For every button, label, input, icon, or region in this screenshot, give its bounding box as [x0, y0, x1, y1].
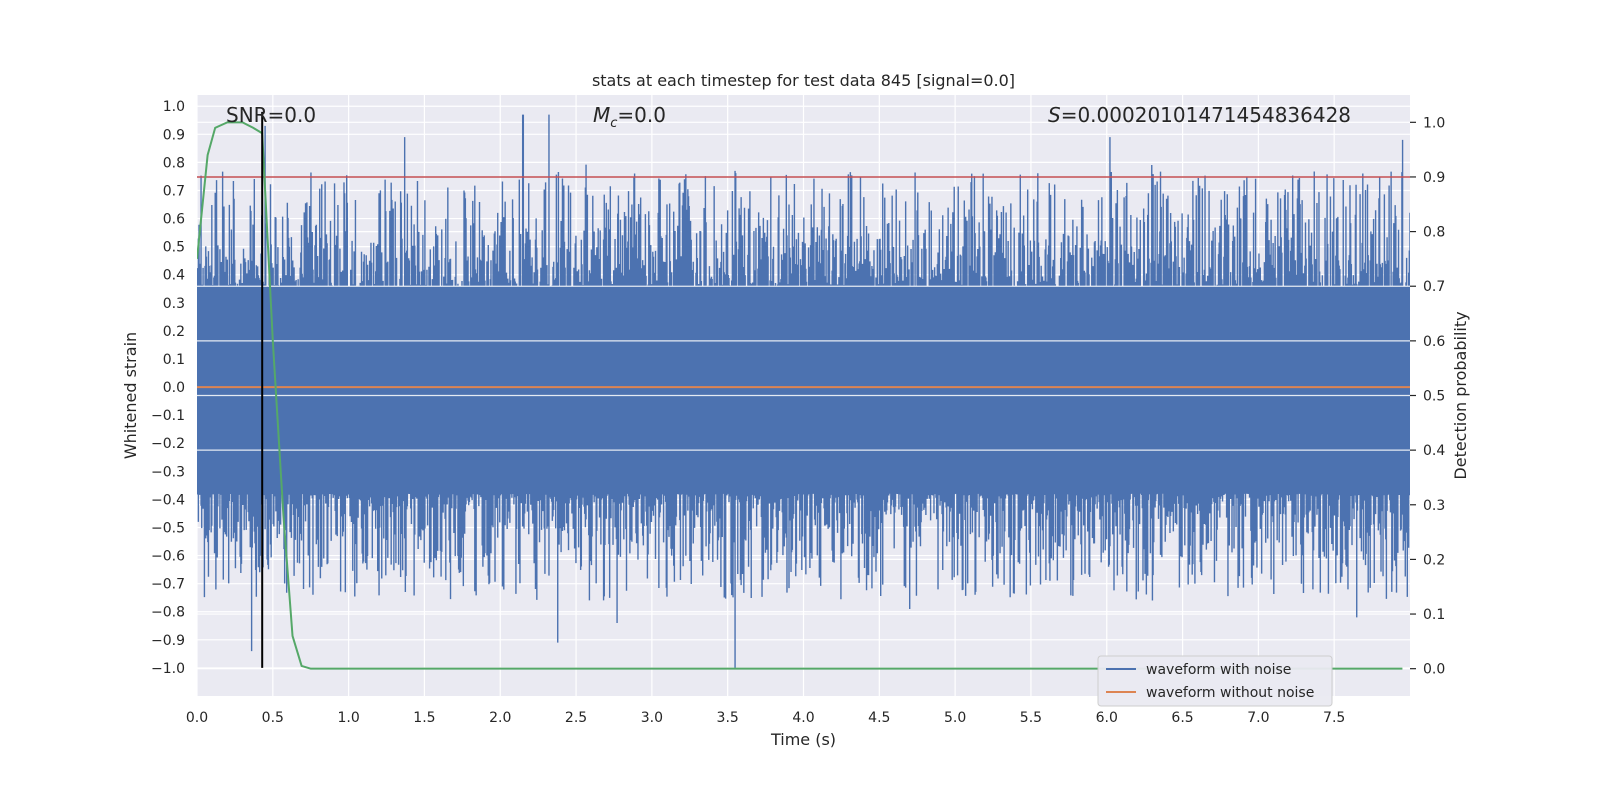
y-left-tick-label: 0.1: [163, 352, 185, 368]
x-tick-label: 6.5: [1171, 710, 1193, 726]
y-right-tick-label: 0.4: [1423, 443, 1445, 459]
y-right-tick-label: 0.2: [1423, 552, 1445, 568]
line-series: [197, 111, 1410, 670]
mc-value: =0.0: [617, 103, 666, 127]
legend-label-waveform-with-noise: waveform with noise: [1146, 662, 1291, 678]
x-tick-label: 5.5: [1020, 710, 1042, 726]
y-right-tick-label: 0.6: [1423, 334, 1445, 350]
y-right-tick-label: 0.8: [1423, 225, 1445, 241]
y-left-tick-label: 0.2: [163, 324, 185, 340]
x-tick-label: 7.0: [1247, 710, 1269, 726]
y-right-tick-label: 0.9: [1423, 170, 1445, 186]
snr-annotation: SNR=0.0: [226, 103, 316, 127]
x-tick-label: 1.5: [413, 710, 435, 726]
x-tick-label: 5.0: [944, 710, 966, 726]
y-left-tick-label: −0.8: [151, 605, 185, 621]
y-right-tick-label: 0.1: [1423, 607, 1445, 623]
y-right-tick-label: 0.3: [1423, 498, 1445, 514]
x-tick-label: 6.0: [1096, 710, 1118, 726]
x-tick-label: 4.0: [792, 710, 814, 726]
y-left-tick-label: −0.6: [151, 549, 185, 565]
noise-waveform-series: [197, 114, 1410, 668]
detection-probability-line: [197, 121, 1403, 670]
legend-label-waveform-without-noise: waveform without noise: [1146, 685, 1314, 701]
s-statistic-annotation: S=0.00020101471454836428: [1048, 103, 1351, 127]
y-right-tick-label: 1.0: [1423, 115, 1445, 131]
y-left-tick-label: −0.2: [151, 436, 185, 452]
s-symbol: S: [1048, 103, 1061, 127]
y-left-tick-label: 0.0: [163, 380, 185, 396]
noise-waveform-core: [197, 285, 1410, 491]
y-left-tick-label: 0.6: [163, 212, 185, 228]
plot-area: [197, 111, 1410, 670]
y-left-tick-label: 0.5: [163, 240, 185, 256]
y-right-tick-label: 0.0: [1423, 662, 1445, 678]
y-left-tick-label: 0.7: [163, 183, 185, 199]
y-left-tick-label: −0.5: [151, 520, 185, 536]
x-tick-label: 2.0: [489, 710, 511, 726]
x-tick-label: 3.0: [641, 710, 663, 726]
x-tick-label: 2.5: [565, 710, 587, 726]
legend: waveform with noise waveform without noi…: [1097, 655, 1333, 707]
x-tick-label: 4.5: [868, 710, 890, 726]
y-left-tick-label: −0.4: [151, 492, 185, 508]
x-tick-label: 3.5: [717, 710, 739, 726]
y-left-tick-label: 0.8: [163, 155, 185, 171]
s-value: =0.00020101471454836428: [1061, 103, 1351, 127]
y-left-tick-label: −1.0: [151, 661, 185, 677]
y-left-tick-label: 0.9: [163, 127, 185, 143]
mc-subscript: c: [610, 116, 617, 131]
y-right-tick-label: 0.5: [1423, 389, 1445, 405]
x-tick-label: 0.0: [186, 710, 208, 726]
legend-box: [1097, 655, 1333, 707]
y-left-tick-label: −0.9: [151, 633, 185, 649]
y-axis-left-label: Whitened strain: [121, 332, 140, 459]
x-tick-label: 1.0: [337, 710, 359, 726]
y-left-tick-label: −0.7: [151, 577, 185, 593]
chirp-mass-annotation: Mc=0.0: [593, 103, 666, 131]
x-tick-label: 7.5: [1323, 710, 1345, 726]
y-left-tick-label: 0.3: [163, 296, 185, 312]
chart-title: stats at each timestep for test data 845…: [592, 71, 1015, 90]
y-left-tick-label: −0.3: [151, 464, 185, 480]
y-left-tick-label: 1.0: [163, 99, 185, 115]
x-tick-label: 0.5: [262, 710, 284, 726]
y-axis-right-label: Detection probability: [1451, 311, 1470, 479]
x-axis-label: Time (s): [770, 730, 836, 749]
y-left-tick-label: 0.4: [163, 268, 185, 284]
y-right-tick-label: 0.7: [1423, 279, 1445, 295]
mc-symbol: M: [593, 103, 610, 127]
y-left-tick-label: −0.1: [151, 408, 185, 424]
axis-ticks: 0.0 0.5 1.0 1.5 2.0 2.5 3.0 3.5 4.0 4.5 5.0 5.5 6.0 6…: [151, 99, 1445, 726]
